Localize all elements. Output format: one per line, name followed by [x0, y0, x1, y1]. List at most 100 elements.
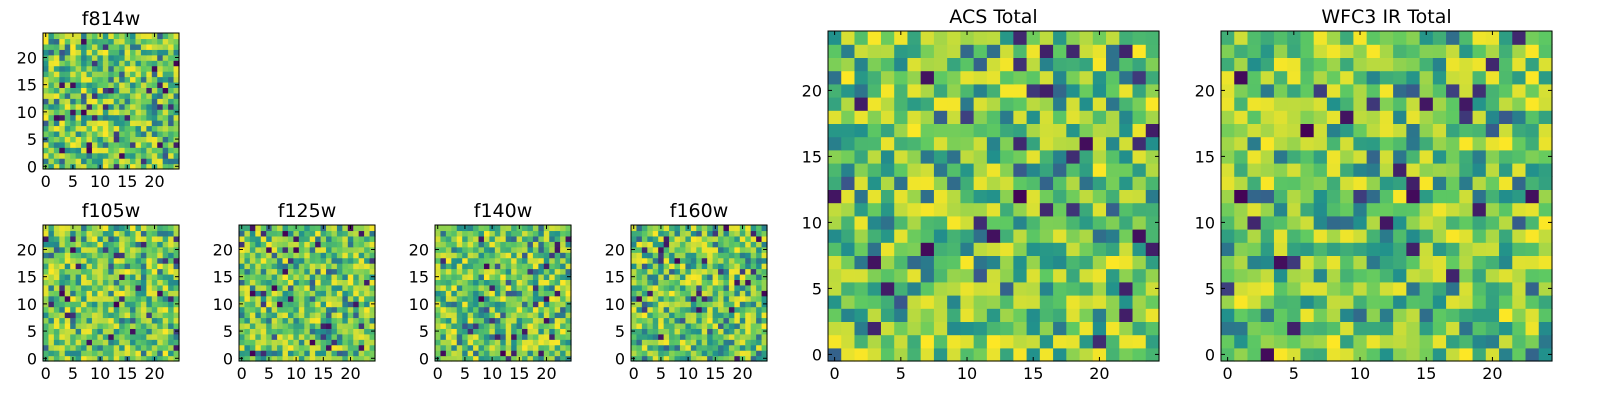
heatmap-cell: [986, 321, 1001, 336]
heatmap-cell: [440, 312, 447, 319]
heatmap-cell: [828, 83, 842, 98]
heatmap-cell: [1260, 295, 1275, 309]
heatmap-cell: [102, 65, 109, 72]
heatmap-cell: [696, 355, 703, 362]
heatmap-cell: [140, 76, 147, 83]
heatmap-cell: [146, 295, 153, 302]
heatmap-cell: [315, 322, 322, 329]
heatmap-cell: [282, 230, 289, 237]
heatmap-cell: [986, 136, 1001, 151]
heatmap-cell: [674, 290, 681, 297]
heatmap-cell: [986, 176, 1001, 190]
heatmap-cell: [1287, 268, 1302, 283]
heatmap-cell: [718, 355, 725, 362]
heatmap-cell: [1326, 268, 1341, 283]
heatmap-cell: [59, 147, 66, 154]
heatmap-cell: [478, 328, 485, 335]
heatmap-cell: [696, 241, 703, 248]
heatmap-cell: [1260, 281, 1275, 296]
heatmap-cell: [1260, 334, 1275, 349]
heatmap-cell: [652, 273, 659, 280]
heatmap-cell: [331, 257, 338, 264]
heatmap-cell: [467, 263, 474, 270]
heatmap-cell: [64, 92, 71, 99]
heatmap-cell: [48, 339, 55, 346]
heatmap-cell: [173, 92, 180, 99]
heatmap-cell: [1419, 308, 1434, 322]
x-tick-label: 0: [237, 364, 247, 383]
heatmap-cell: [707, 284, 714, 291]
heatmap-cell: [1353, 281, 1368, 296]
heatmap-cell: [173, 241, 180, 248]
heatmap-cell: [53, 225, 60, 232]
heatmap-cell: [1379, 123, 1394, 138]
heatmap-cell: [880, 321, 895, 336]
heatmap-cell: [140, 141, 147, 148]
heatmap-cell: [64, 147, 71, 154]
heatmap-cell: [761, 290, 768, 297]
heatmap-cell: [364, 252, 371, 259]
heatmap-cell: [364, 333, 371, 340]
heatmap-cell: [255, 284, 262, 291]
heatmap-cell: [894, 123, 909, 138]
heatmap-cell: [282, 306, 289, 313]
heatmap-cell: [1472, 242, 1487, 256]
heatmap-cell: [728, 350, 735, 357]
heatmap-cell: [91, 98, 98, 105]
heatmap-cell: [445, 235, 452, 242]
heatmap-cell: [239, 344, 246, 351]
heatmap-cell: [1066, 308, 1081, 322]
heatmap-cell: [478, 279, 485, 286]
heatmap-cell: [560, 273, 567, 280]
heatmap-cell: [1132, 44, 1147, 58]
heatmap-cell: [1273, 215, 1288, 230]
heatmap-cell: [669, 230, 676, 237]
heatmap-cell: [511, 295, 518, 302]
heatmap-cell: [173, 71, 180, 78]
heatmap-cell: [168, 230, 175, 237]
heatmap-cell: [119, 147, 126, 154]
heatmap-cell: [685, 284, 692, 291]
heatmap-cell: [483, 268, 490, 275]
heatmap-cell: [146, 225, 153, 232]
heatmap-cell: [271, 301, 278, 308]
heatmap-cell: [244, 301, 251, 308]
heatmap-cell: [97, 290, 104, 297]
heatmap-cell: [685, 350, 692, 357]
heatmap-cell: [1485, 255, 1500, 270]
heatmap-cell: [538, 235, 545, 242]
heatmap-cell: [538, 350, 545, 357]
heatmap-cell: [309, 257, 316, 264]
heatmap-cell: [947, 136, 961, 151]
heatmap-cell: [669, 344, 676, 351]
heatmap-cell: [1366, 136, 1381, 151]
heatmap-cell: [1432, 281, 1447, 296]
heatmap-cell: [271, 322, 278, 329]
heatmap-cell: [494, 350, 501, 357]
heatmap-cell: [1512, 123, 1527, 138]
heatmap-cell: [723, 295, 730, 302]
y-tick-label: 5: [615, 322, 625, 341]
heatmap-cell: [560, 235, 567, 242]
heatmap-cell: [1512, 83, 1527, 98]
heatmap-cell: [81, 225, 88, 232]
heatmap-cell: [97, 312, 104, 319]
heatmap-cell: [1432, 31, 1447, 45]
heatmap-cell: [162, 136, 169, 143]
heatmap-cell: [554, 355, 561, 362]
heatmap-cell: [489, 235, 496, 242]
heatmap-cell: [712, 246, 719, 253]
heatmap-cell: [960, 44, 975, 58]
heatmap-cell: [647, 290, 654, 297]
heatmap-cell: [500, 333, 507, 340]
heatmap-cell: [1273, 347, 1288, 362]
heatmap-cell: [86, 65, 93, 72]
heatmap-cell: [135, 163, 142, 170]
heatmap-cell: [293, 339, 300, 346]
heatmap-cell: [239, 268, 246, 275]
heatmap-cell: [712, 350, 719, 357]
heatmap-cell: [1247, 123, 1262, 138]
heatmap-cell: [723, 322, 730, 329]
heatmap-cell: [326, 301, 333, 308]
heatmap-cell: [108, 125, 115, 132]
